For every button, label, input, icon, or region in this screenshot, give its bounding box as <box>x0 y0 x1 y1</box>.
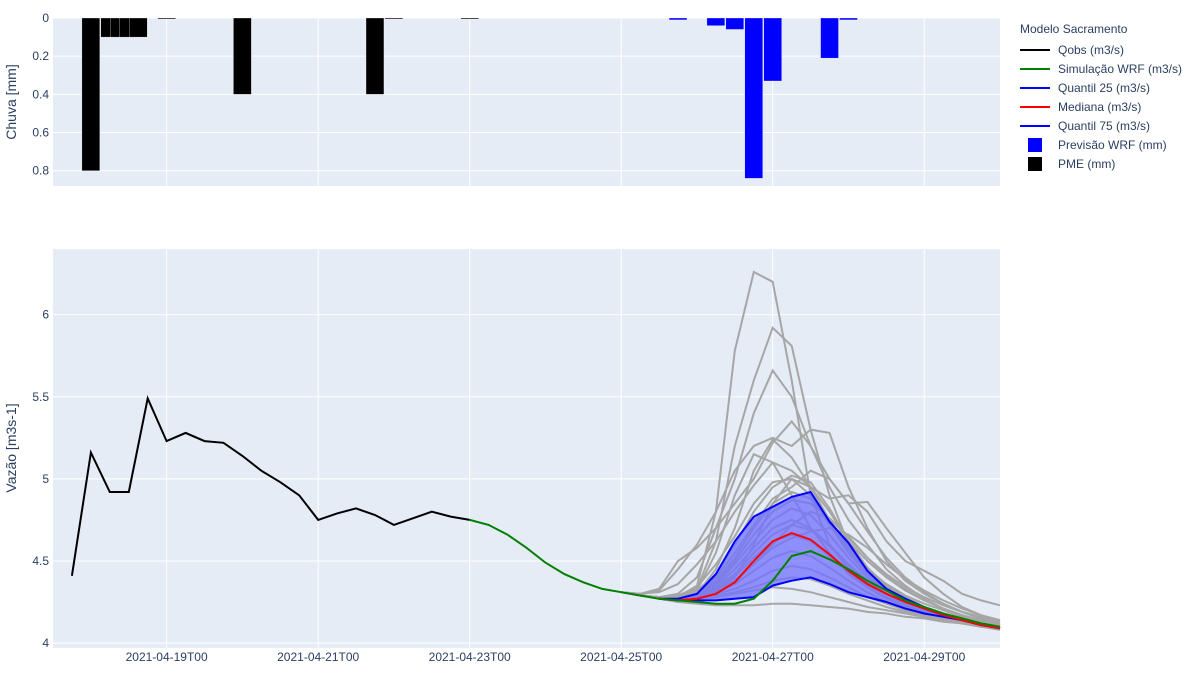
rain-ytick-label: 0.8 <box>32 164 49 178</box>
legend-label: PME (mm) <box>1058 156 1116 171</box>
rain-panel: 0 0.2 0.4 0.6 0.8 <box>32 11 1000 186</box>
flow-xtick-label: 2021-04-21T00 <box>277 650 359 664</box>
rain-bar <box>384 17 404 20</box>
flow-axis-title: Vazão [m3s-1] <box>3 403 19 492</box>
legend: Modelo Sacramento Qobs (m3/s) Simulação W… <box>1020 22 1182 173</box>
legend-line-marker <box>1020 48 1050 51</box>
legend-label: Quantil 75 (m3/s) <box>1058 118 1151 133</box>
legend-box-marker <box>1028 156 1042 171</box>
rain-bar <box>668 17 688 21</box>
legend-label: Qobs (m3/s) <box>1058 42 1125 57</box>
legend-line-marker <box>1020 86 1050 89</box>
legend-item[interactable]: Simulação WRF (m3/s) <box>1020 59 1182 78</box>
legend-swatch <box>1020 156 1050 171</box>
rain-bar <box>233 17 252 95</box>
ensemble-member-line <box>621 419 1001 623</box>
legend-line-marker <box>1020 67 1050 70</box>
legend-line-marker <box>1020 105 1050 108</box>
legend-label: Quantil 25 (m3/s) <box>1058 80 1151 95</box>
flow-xtick-label: 2021-04-19T00 <box>126 650 208 664</box>
legend-item[interactable]: Qobs (m3/s) <box>1020 40 1182 59</box>
legend-swatch <box>1020 137 1050 152</box>
rain-bar <box>365 17 385 95</box>
legend-label: Previsão WRF (mm) <box>1058 137 1167 152</box>
flow-xtick-label: 2021-04-25T00 <box>580 650 662 664</box>
median-line <box>659 532 1001 630</box>
rain-bar <box>460 17 479 20</box>
legend-item[interactable]: Quantil 75 (m3/s) <box>1020 116 1182 135</box>
rain-bar <box>157 17 176 20</box>
rain-bar <box>744 17 763 179</box>
legend-title: Modelo Sacramento <box>1020 22 1128 36</box>
rain-bar <box>706 17 726 26</box>
rain-bar <box>820 17 839 59</box>
legend-label: Mediana (m3/s) <box>1058 99 1142 114</box>
legend-item[interactable]: Mediana (m3/s) <box>1020 97 1182 116</box>
rain-bar <box>129 17 148 38</box>
flow-panel: 2021-04-19T00 2021-04-21T00 2021-04-23T00 2… <box>32 249 1001 664</box>
legend-items: Qobs (m3/s) Simulação WRF (m3/s) Quantil 2… <box>1020 40 1182 173</box>
rain-bar <box>725 17 744 30</box>
legend-item[interactable]: Quantil 25 (m3/s) <box>1020 78 1182 97</box>
legend-item[interactable]: Previsão WRF (mm) <box>1020 135 1182 154</box>
legend-swatch <box>1020 101 1050 113</box>
rain-axis-title: Chuva [mm] <box>3 64 19 139</box>
rain-ytick-label: 0.6 <box>32 126 49 140</box>
flow-ytick-label: 4.5 <box>32 554 49 568</box>
rain-bar <box>81 17 101 171</box>
legend-swatch <box>1020 120 1050 132</box>
legend-item[interactable]: PME (mm) <box>1020 154 1182 173</box>
legend-line-marker <box>1020 124 1050 127</box>
wrf-simulation-line <box>469 518 1001 628</box>
rain-plot-area <box>53 18 1000 186</box>
rain-ytick-label: 0.2 <box>32 49 49 63</box>
legend-swatch <box>1020 82 1050 94</box>
flow-ytick-label: 4 <box>42 636 49 650</box>
qobs-line <box>70 395 470 576</box>
ensemble-member-line <box>621 591 1001 630</box>
legend-label: Simulação WRF (m3/s) <box>1058 61 1183 76</box>
flow-ytick-label: 5.5 <box>32 390 49 404</box>
rain-ytick-label: 0.4 <box>32 87 49 101</box>
rain-ytick-label: 0 <box>42 11 49 25</box>
flow-ytick-label: 6 <box>42 308 49 322</box>
legend-swatch <box>1020 44 1050 56</box>
flow-xtick-label: 2021-04-29T00 <box>883 650 965 664</box>
quantile-25-line <box>659 576 1001 630</box>
flow-xtick-label: 2021-04-27T00 <box>732 650 814 664</box>
flow-ytick-label: 5 <box>42 472 49 486</box>
flow-xtick-label: 2021-04-23T00 <box>429 650 511 664</box>
rain-bar <box>763 17 782 82</box>
legend-box-marker <box>1028 137 1042 152</box>
legend-swatch <box>1020 63 1050 75</box>
rain-bar <box>839 17 858 21</box>
